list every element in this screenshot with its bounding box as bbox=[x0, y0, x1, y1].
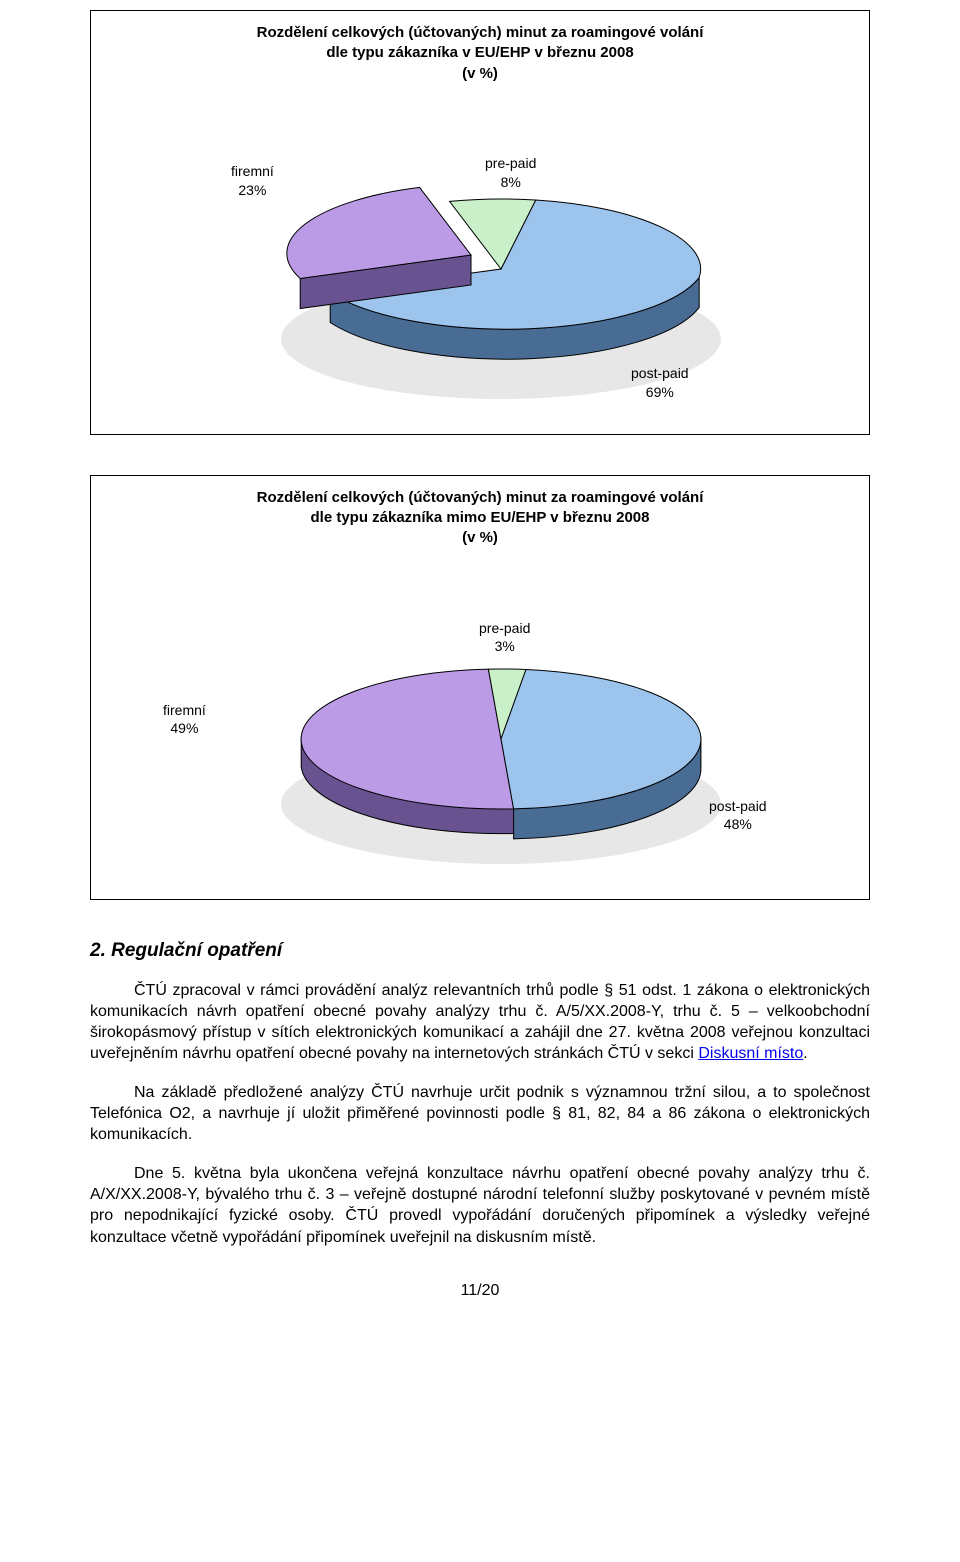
chart2-firemni-name: firemní bbox=[163, 702, 206, 718]
chart1-firemni-name: firemní bbox=[231, 163, 274, 179]
chart1-title-line1: Rozdělení celkových (účtovaných) minut z… bbox=[257, 24, 704, 41]
chart1-postpaid-val: 69% bbox=[646, 384, 674, 400]
chart2-label-firemni: firemní 49% bbox=[163, 701, 206, 739]
chart2-postpaid-val: 48% bbox=[724, 816, 752, 832]
chart2-title-line2: dle typu zákazníka mimo EU/EHP v březnu … bbox=[310, 509, 649, 526]
chart1-title-line2: dle typu zákazníka v EU/EHP v březnu 200… bbox=[326, 44, 633, 61]
chart2-postpaid-name: post-paid bbox=[709, 798, 767, 814]
chart1-postpaid-name: post-paid bbox=[631, 365, 689, 381]
chart1-prepaid-val: 8% bbox=[501, 174, 521, 190]
chart2-firemni-val: 49% bbox=[170, 720, 198, 736]
chart1-firemni-val: 23% bbox=[238, 182, 266, 198]
chart2-area: pre-paid 3% firemní 49% post-paid 48% bbox=[111, 549, 849, 879]
para1-text-b: . bbox=[803, 1045, 807, 1062]
chart1-title-line3: (v %) bbox=[462, 65, 498, 82]
chart1-title: Rozdělení celkových (účtovaných) minut z… bbox=[111, 23, 849, 84]
chart1-pie bbox=[111, 84, 851, 414]
chart2-title-line1: Rozdělení celkových (účtovaných) minut z… bbox=[257, 489, 704, 506]
chart2-label-postpaid: post-paid 48% bbox=[709, 797, 767, 835]
chart1-label-prepaid: pre-paid 8% bbox=[485, 154, 536, 192]
chart1-prepaid-name: pre-paid bbox=[485, 155, 536, 171]
chart2-prepaid-val: 3% bbox=[495, 638, 515, 654]
link-diskusni-misto[interactable]: Diskusní místo bbox=[698, 1045, 803, 1062]
chart-mimo-eu-ehp: Rozdělení celkových (účtovaných) minut z… bbox=[90, 475, 870, 900]
section-heading: 2. Regulační opatření bbox=[90, 940, 870, 962]
chart-eu-ehp: Rozdělení celkových (účtovaných) minut z… bbox=[90, 10, 870, 435]
paragraph-3: Dne 5. května byla ukončena veřejná konz… bbox=[90, 1163, 870, 1247]
chart2-title: Rozdělení celkových (účtovaných) minut z… bbox=[111, 488, 849, 549]
chart1-area: firemní 23% pre-paid 8% post-paid 69% bbox=[111, 84, 849, 414]
chart2-label-prepaid: pre-paid 3% bbox=[479, 619, 530, 657]
chart2-prepaid-name: pre-paid bbox=[479, 620, 530, 636]
chart2-title-line3: (v %) bbox=[462, 529, 498, 546]
paragraph-1: ČTÚ zpracoval v rámci provádění analýz r… bbox=[90, 980, 870, 1064]
paragraph-2: Na základě předložené analýzy ČTÚ navrhu… bbox=[90, 1082, 870, 1145]
chart1-label-postpaid: post-paid 69% bbox=[631, 364, 689, 402]
chart1-label-firemni: firemní 23% bbox=[231, 162, 274, 200]
page-number: 11/20 bbox=[90, 1282, 870, 1300]
